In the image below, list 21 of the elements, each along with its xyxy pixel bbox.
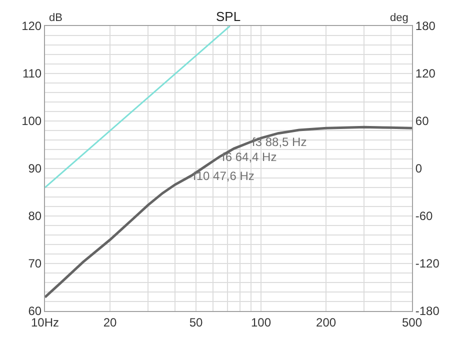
x-tick-label: 200 xyxy=(316,315,336,330)
y-tick-label: 70 xyxy=(28,256,42,271)
x-tick-label: 50 xyxy=(189,315,203,330)
x-tick-label: 20 xyxy=(103,315,118,330)
y-axis-title: dB xyxy=(49,12,62,24)
y2-tick-label: -120 xyxy=(415,256,440,271)
y-tick-label: 90 xyxy=(28,162,42,176)
y2-axis-title: deg xyxy=(390,12,408,24)
chart-title: SPL xyxy=(216,9,241,24)
y2-tick-label: 120 xyxy=(415,66,436,81)
y2-tick-label: 60 xyxy=(415,114,430,128)
y-tick-label: 110 xyxy=(22,66,42,81)
annotation: f10 47,6 Hz xyxy=(193,169,254,183)
y2-tick-label: -60 xyxy=(415,209,434,224)
y2-tick-label: 0 xyxy=(415,162,422,176)
y2-tick-label: 180 xyxy=(415,19,436,34)
x-tick-label: 100 xyxy=(250,315,272,330)
y-tick-label: 120 xyxy=(22,19,42,34)
y-tick-label: 80 xyxy=(28,209,42,224)
y-tick-label: 100 xyxy=(22,114,42,128)
annotation: f6 64,4 Hz xyxy=(222,150,277,164)
